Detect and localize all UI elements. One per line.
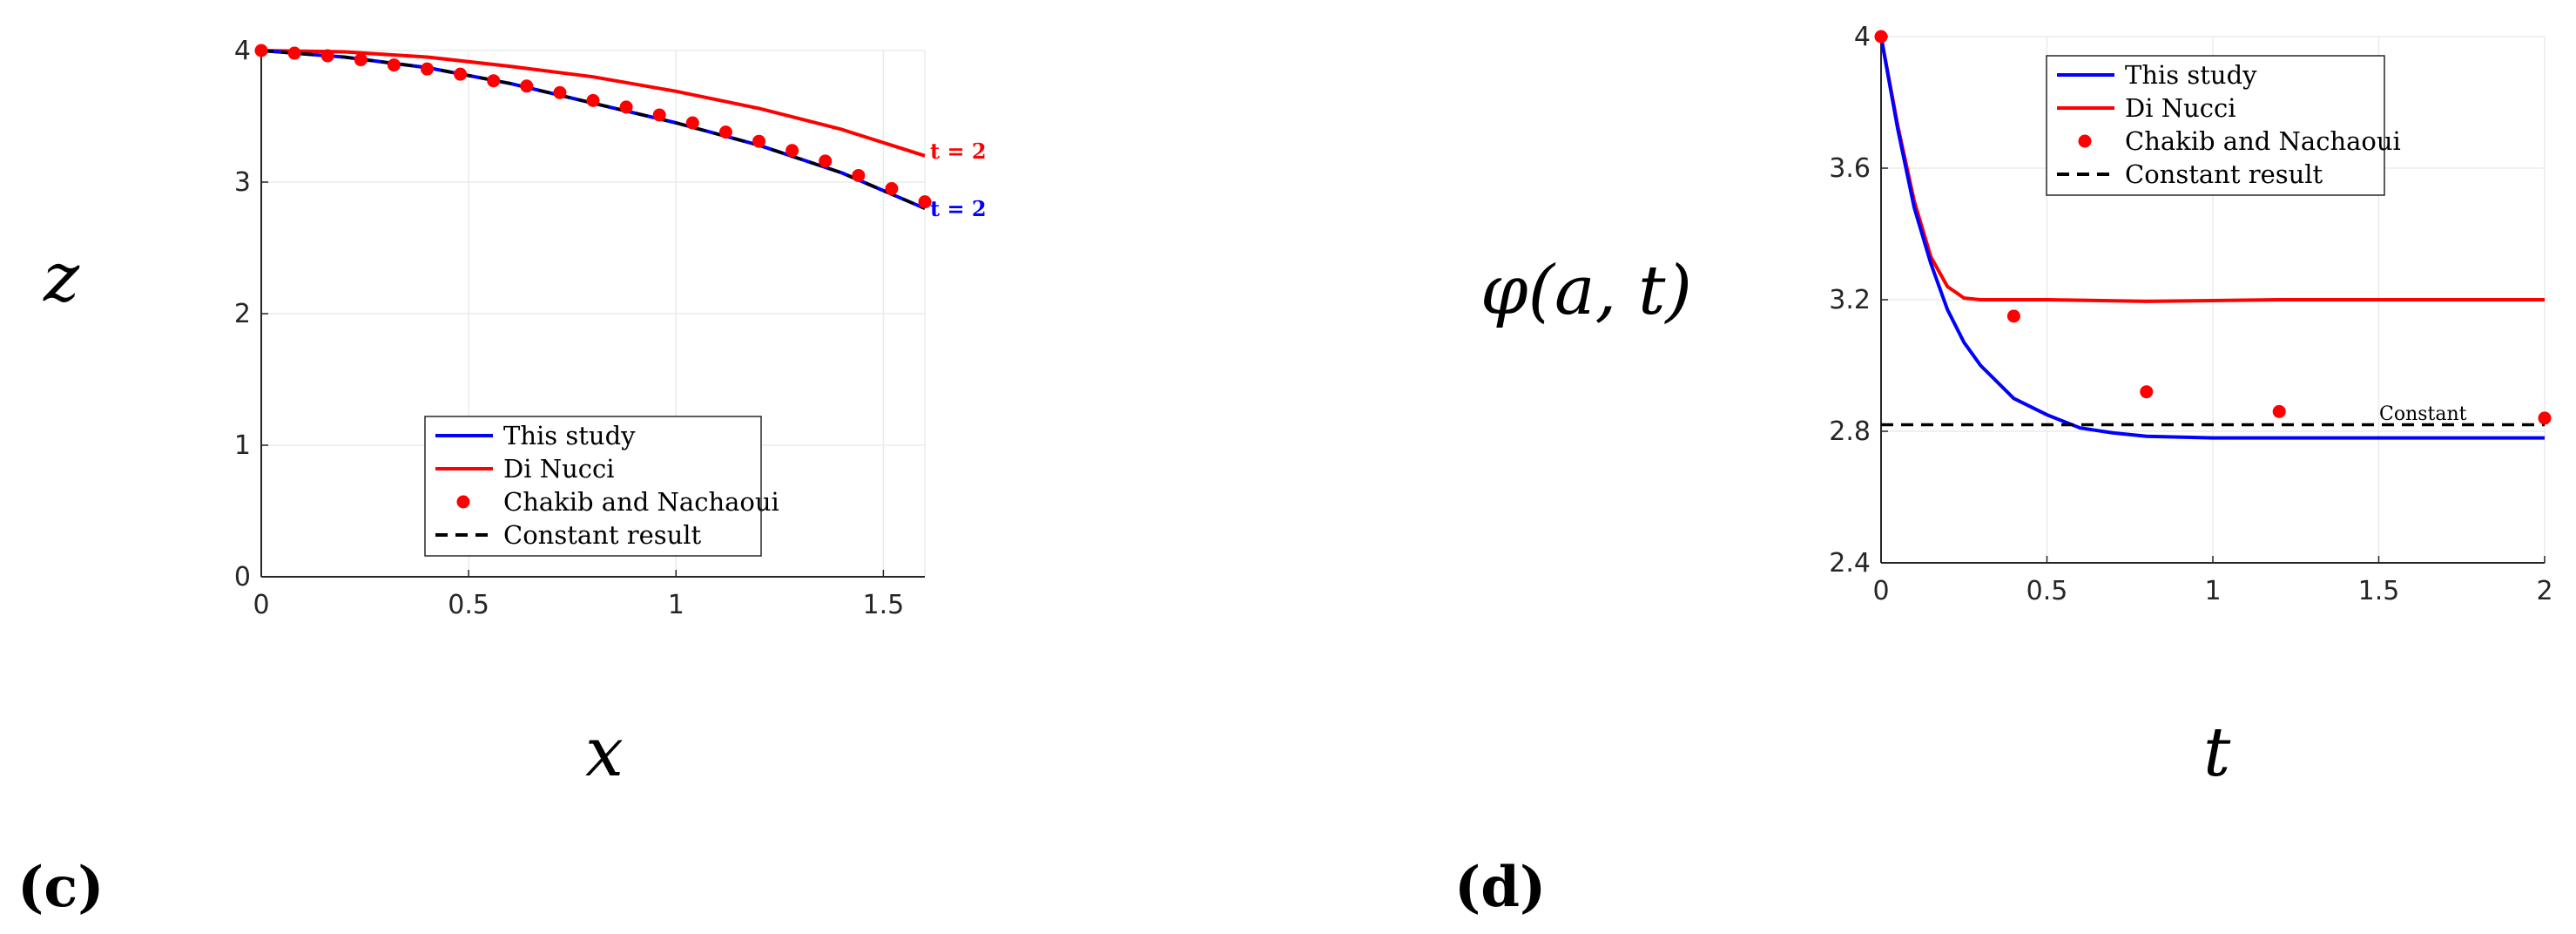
y-tick-label: 3.6	[1829, 153, 1871, 184]
y-tick-label: 3	[234, 167, 251, 198]
legend-label-di-nucci: Di Nucci	[2125, 93, 2236, 123]
data-point-chakib-and-nachaoui	[487, 74, 501, 88]
y-tick-label: 2.8	[1829, 416, 1871, 447]
x-tick-label: 0.5	[2026, 576, 2068, 606]
data-point-chakib-and-nachaoui	[254, 44, 268, 58]
y-axis-label-d: φ(a, t)	[1480, 252, 1692, 330]
legend-label-chakib-and-nachaoui: Chakib and Nachaoui	[503, 487, 779, 517]
x-axis-label-d: t	[2203, 714, 2231, 792]
x-tick-label: 2	[2536, 576, 2552, 606]
annotation-t2-blue: t = 2	[930, 196, 987, 221]
data-point-chakib-and-nachaoui	[454, 67, 468, 81]
x-tick-label: 1	[668, 590, 684, 620]
x-tick-label: 1.5	[863, 590, 905, 620]
x-axis-label-c: x	[585, 714, 624, 792]
y-tick-label: 1	[234, 430, 251, 461]
data-point-chakib-and-nachaoui	[918, 195, 932, 209]
axes-d	[1880, 36, 2546, 564]
ticks-d: 0 0.5 1 1.5 2 2.4 2.8 3.2 3.6 4	[1829, 22, 2552, 606]
data-point-chakib-and-nachaoui	[287, 46, 301, 60]
panel-label-c: (c)	[17, 855, 105, 920]
data-point-chakib-and-nachaoui	[718, 125, 732, 139]
data-point-chakib-and-nachaoui	[2140, 385, 2154, 399]
series-line-constant-result	[260, 49, 926, 210]
y-tick-label: 2	[234, 299, 251, 329]
x-tick-label: 0	[1872, 576, 1889, 606]
data-point-chakib-and-nachaoui	[685, 116, 699, 130]
series-group-d	[1874, 30, 2552, 440]
legend-label-this-study: This study	[503, 421, 636, 450]
y-tick-label: 4	[1854, 22, 1871, 52]
data-point-chakib-and-nachaoui	[2538, 411, 2552, 425]
annotation-constant: Constant	[2379, 403, 2467, 425]
data-point-chakib-and-nachaoui	[2272, 404, 2286, 418]
y-tick-label: 0	[234, 562, 251, 592]
data-point-chakib-and-nachaoui	[652, 108, 666, 122]
y-axis-label-c: z	[43, 239, 80, 317]
legend-label-chakib-and-nachaoui: Chakib and Nachaoui	[2125, 126, 2401, 156]
x-tick-label: 1	[2204, 576, 2221, 606]
data-point-chakib-and-nachaoui	[553, 85, 567, 99]
series-line-this-study	[1879, 36, 2545, 440]
axes-c	[260, 50, 925, 578]
y-tick-label: 2.4	[1829, 548, 1871, 579]
data-point-chakib-and-nachaoui	[2006, 309, 2020, 323]
data-point-chakib-and-nachaoui	[885, 182, 899, 196]
ticks-c: 0 0.5 1 1.5 0 1 2 3 4	[234, 36, 904, 620]
x-tick-label: 0.5	[448, 590, 489, 620]
legend-marker-chakib-and-nachaoui	[456, 495, 470, 509]
data-point-chakib-and-nachaoui	[852, 168, 866, 182]
legend-box	[424, 416, 762, 557]
data-point-chakib-and-nachaoui	[586, 93, 600, 107]
x-tick-label: 0	[253, 590, 269, 620]
annotation-t2-red: t = 2	[930, 139, 987, 164]
series-line-di-nucci	[260, 49, 926, 158]
legend-marker-chakib-and-nachaoui	[2078, 134, 2092, 148]
y-tick-label: 4	[234, 36, 251, 66]
chart-panel-d: 0 0.5 1 1.5 2 2.4 2.8 3.2 3.6 4 Constant This stu…	[1454, 22, 2553, 920]
data-point-chakib-and-nachaoui	[354, 53, 368, 67]
data-point-chakib-and-nachaoui	[1874, 30, 1888, 44]
chart-panel-c: 0 0.5 1 1.5 0 1 2 3 4 t = 2 t = 2 This study Di N…	[17, 36, 987, 920]
legend-label-constant-result: Constant result	[2125, 159, 2323, 189]
data-point-chakib-and-nachaoui	[520, 79, 534, 93]
data-point-chakib-and-nachaoui	[387, 58, 401, 72]
data-point-chakib-and-nachaoui	[619, 100, 633, 114]
panel-label-d: (d)	[1454, 855, 1546, 920]
legend-label-constant-result: Constant result	[503, 520, 702, 550]
legend-box	[2046, 55, 2385, 196]
data-point-chakib-and-nachaoui	[819, 154, 833, 168]
data-point-chakib-and-nachaoui	[786, 144, 799, 158]
data-point-chakib-and-nachaoui	[421, 62, 434, 76]
legend-label-this-study: This study	[2125, 60, 2257, 90]
y-tick-label: 3.2	[1829, 285, 1871, 315]
legend-label-di-nucci: Di Nucci	[503, 454, 615, 484]
series-group-c	[254, 44, 932, 211]
x-tick-label: 1.5	[2358, 576, 2400, 606]
data-point-chakib-and-nachaoui	[752, 134, 765, 148]
data-point-chakib-and-nachaoui	[320, 49, 334, 63]
